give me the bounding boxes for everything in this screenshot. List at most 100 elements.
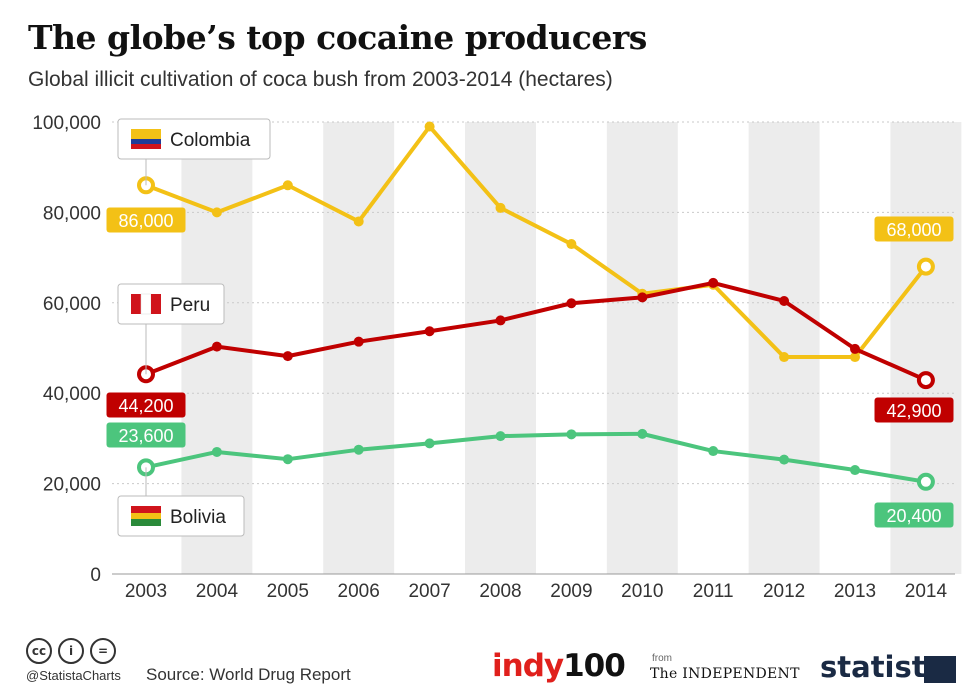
legend-label: Peru xyxy=(170,295,210,316)
page-title: The globe’s top cocaine producers xyxy=(28,18,647,57)
data-point-endpoint xyxy=(916,472,935,491)
y-tick-label: 80,000 xyxy=(43,203,101,224)
y-tick-label: 0 xyxy=(90,565,101,586)
data-point xyxy=(282,454,293,465)
series-line-colombia xyxy=(145,124,928,360)
data-point xyxy=(282,180,293,191)
x-tick-label: 2008 xyxy=(479,581,521,602)
statista-logo-icon xyxy=(924,656,956,683)
colombia-flag-icon xyxy=(131,129,161,149)
data-point xyxy=(353,444,364,455)
data-point xyxy=(850,352,860,363)
flag-stripe xyxy=(131,139,161,144)
column-band xyxy=(890,122,962,574)
column-band xyxy=(606,122,678,574)
data-label-colombia-start: 86,000 xyxy=(106,207,186,233)
legend-item-colombia: Colombia xyxy=(117,118,271,160)
legend-item-peru: Peru xyxy=(117,283,225,325)
legend-label: Bolivia xyxy=(170,507,226,528)
flag-stripe xyxy=(151,294,161,314)
data-label: 23,600 xyxy=(118,426,173,446)
data-point xyxy=(779,352,790,363)
x-tick-label: 2005 xyxy=(267,581,309,602)
data-label: 44,200 xyxy=(118,396,173,416)
indy-text: indy xyxy=(492,648,564,684)
label-box xyxy=(874,502,954,528)
label-box xyxy=(874,397,954,423)
column-band xyxy=(465,122,536,574)
data-point xyxy=(708,446,719,457)
data-point-endpoint xyxy=(916,257,935,276)
x-tick-label: 2004 xyxy=(196,581,239,602)
data-point xyxy=(353,216,364,227)
flag-stripe xyxy=(131,519,161,526)
flag-stripe xyxy=(131,506,161,513)
data-point xyxy=(850,343,860,354)
data-label-peru-end: 42,900 xyxy=(874,397,954,423)
x-tick-label: 2003 xyxy=(125,581,167,602)
legend-label: Colombia xyxy=(170,130,251,151)
data-point xyxy=(779,454,790,465)
data-label-peru-start: 44,200 xyxy=(106,392,186,418)
x-tick-label: 2009 xyxy=(550,581,592,602)
data-point xyxy=(637,428,648,439)
series-line-bolivia xyxy=(145,431,927,484)
data-label: 20,400 xyxy=(886,506,941,526)
data-label-colombia-end: 68,000 xyxy=(874,216,954,242)
column-band xyxy=(748,122,820,574)
data-point xyxy=(353,336,364,347)
data-point xyxy=(708,277,719,288)
y-tick-label: 20,000 xyxy=(43,475,101,496)
flag-stripe xyxy=(131,144,161,149)
x-tick-label: 2014 xyxy=(905,581,948,602)
source-text: Source: World Drug Report xyxy=(146,665,351,684)
no-derivatives-icon: = xyxy=(90,638,116,664)
y-tick-label: 60,000 xyxy=(43,294,101,315)
y-tick-label: 100,000 xyxy=(32,113,101,134)
data-point xyxy=(850,465,860,476)
data-point xyxy=(566,298,577,309)
creative-commons-icon: cc xyxy=(26,638,52,664)
x-tick-label: 2012 xyxy=(763,581,805,602)
data-label: 86,000 xyxy=(118,211,173,231)
data-point xyxy=(211,341,222,352)
data-label: 68,000 xyxy=(886,220,941,240)
data-point-endpoint xyxy=(916,371,935,390)
peru-flag-icon xyxy=(131,293,161,315)
x-tick-label: 2010 xyxy=(621,581,663,602)
attribution-icon: i xyxy=(58,638,84,664)
data-label-bolivia-start: 23,600 xyxy=(106,422,186,448)
label-box xyxy=(874,216,954,242)
label-box xyxy=(106,392,186,418)
label-box xyxy=(106,207,186,233)
indy100-logo: indy100 xyxy=(492,648,626,684)
flag-stripe xyxy=(131,129,161,139)
data-label: 42,900 xyxy=(886,401,941,421)
series-line-peru xyxy=(145,280,927,382)
x-tick-label: 2013 xyxy=(834,581,876,602)
data-point xyxy=(779,295,790,306)
flag-stripe xyxy=(131,513,161,519)
data-point xyxy=(566,429,577,440)
flag-stripe xyxy=(131,294,141,314)
data-point xyxy=(424,438,435,449)
line-chart: 0 20,000 40,000 60,000 80,000 100,000 2003 2004… xyxy=(32,113,962,602)
x-tick-label: 2007 xyxy=(408,581,450,602)
data-point xyxy=(495,315,506,326)
from-label: from xyxy=(652,653,672,664)
flag-stripe xyxy=(140,293,152,315)
data-point xyxy=(637,292,648,303)
license-icons: cc i = xyxy=(26,638,116,664)
data-label-bolivia-end: 20,400 xyxy=(874,502,954,528)
twitter-handle: @StatistaCharts xyxy=(26,668,121,683)
x-tick-label: 2011 xyxy=(693,581,734,602)
data-point xyxy=(282,351,293,362)
data-point xyxy=(424,326,435,337)
data-point xyxy=(211,207,222,218)
indy-number: 100 xyxy=(563,648,626,684)
legend-item-bolivia: Bolivia xyxy=(117,495,245,537)
data-point xyxy=(211,446,222,457)
y-tick-label: 40,000 xyxy=(43,384,101,405)
x-tick-label: 2006 xyxy=(338,581,380,602)
bolivia-flag-icon xyxy=(131,506,161,526)
